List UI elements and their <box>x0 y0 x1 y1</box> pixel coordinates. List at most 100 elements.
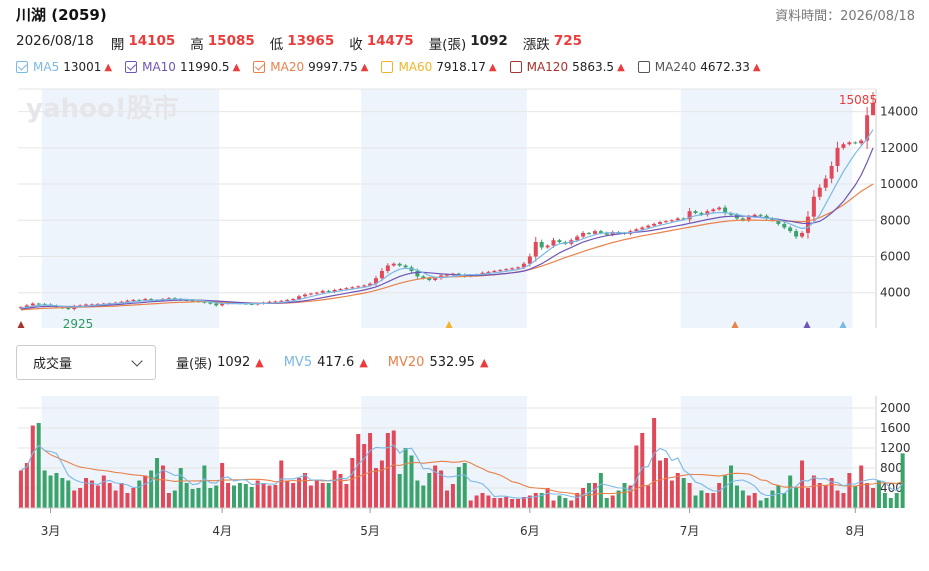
candle-body <box>782 223 787 228</box>
volume-bar <box>616 490 621 508</box>
ma-toggle-ma5[interactable]: MA5 13001 ▲ <box>16 60 112 74</box>
candle-body <box>551 240 556 246</box>
ma-name: MA10 <box>142 60 176 74</box>
volume-bar <box>900 453 905 508</box>
volume-legend-name: MV20 <box>387 355 425 370</box>
ma-toggle-ma240[interactable]: MA240 4672.33 ▲ <box>637 60 761 74</box>
candle-body <box>717 207 722 210</box>
volume-bar <box>421 485 426 508</box>
volume-bar <box>634 445 639 508</box>
volume-bar <box>368 433 373 508</box>
volume-bar <box>581 488 586 508</box>
volume-bar <box>302 473 307 508</box>
candle-body <box>166 298 171 300</box>
volume-bar <box>462 463 467 508</box>
volume-bar <box>113 490 118 508</box>
volume-bar <box>545 488 550 508</box>
candle-body <box>285 299 290 301</box>
checkbox-icon[interactable] <box>381 61 394 73</box>
volume-bar <box>196 488 201 508</box>
price-tick-label: 10000 <box>880 177 918 191</box>
volume-bar <box>166 493 171 508</box>
checkbox-icon[interactable] <box>125 61 138 73</box>
change-value: 725 <box>553 33 582 49</box>
up-arrow-icon: ▲ <box>104 61 113 73</box>
candle-body <box>811 196 816 217</box>
volume-bar <box>155 458 160 508</box>
candle-body <box>492 270 497 272</box>
volume-bar <box>255 480 260 508</box>
up-arrow-icon: ▲ <box>488 61 497 73</box>
checkbox-icon[interactable] <box>253 61 266 73</box>
high-label: 高 <box>190 37 204 53</box>
volume-bar <box>456 467 461 508</box>
ma-toggle-ma10[interactable]: MA10 11990.5 ▲ <box>125 60 240 74</box>
volume-bar <box>847 473 852 508</box>
volume-bar <box>575 493 580 508</box>
candle-body <box>332 289 337 292</box>
close-value: 14475 <box>366 33 414 49</box>
up-arrow-icon: ▲ <box>360 61 369 73</box>
up-arrow-icon: ▲ <box>255 356 264 369</box>
candle-body <box>220 303 225 306</box>
volume-bar <box>894 493 899 508</box>
volume-legend-name: MV5 <box>283 355 313 370</box>
volume-bar <box>249 487 254 508</box>
price-tick-label: 8000 <box>880 213 911 227</box>
volume-bar <box>66 480 71 508</box>
candle-body <box>391 263 396 266</box>
ma-name: MA120 <box>526 60 569 74</box>
volume-bar <box>687 483 692 508</box>
candle-body <box>516 267 521 269</box>
candle-body <box>320 290 325 293</box>
volume-bar <box>699 490 704 508</box>
ma-toggle-ma60[interactable]: MA60 7918.17 ▲ <box>381 60 497 74</box>
volume-bar <box>60 478 65 508</box>
volume-bar <box>533 493 538 508</box>
volume-bar <box>859 465 864 508</box>
volume-bar <box>415 480 420 508</box>
volume-bar <box>143 475 148 508</box>
indicator-select[interactable]: 成交量 <box>16 345 156 380</box>
volume-bar <box>54 473 59 508</box>
candle-body <box>740 218 745 221</box>
volume-bar <box>800 460 805 508</box>
volume-bar <box>373 468 378 508</box>
candle-body <box>279 300 284 302</box>
volume-bar <box>717 483 722 508</box>
candle-body <box>693 211 698 214</box>
volume-bar <box>78 488 83 508</box>
volume-bar <box>876 480 881 508</box>
volume-bar <box>178 468 183 508</box>
candle-body <box>486 271 491 273</box>
volume-bar <box>486 495 491 508</box>
volume-bar <box>758 500 763 508</box>
ma-toggle-ma20[interactable]: MA20 9997.75 ▲ <box>253 60 368 74</box>
checkbox-icon[interactable] <box>16 61 28 73</box>
candle-body <box>89 304 94 306</box>
checkbox-icon[interactable] <box>509 61 522 73</box>
volume-bar <box>362 444 367 508</box>
candle-body <box>776 220 781 224</box>
volume-bar <box>208 488 213 508</box>
volume-legend-item: MV20 532.95 ▲ <box>388 355 489 370</box>
volume-bar <box>746 495 751 508</box>
checkbox-icon[interactable] <box>637 61 650 73</box>
volume-bar <box>403 448 408 508</box>
candle-body <box>344 288 349 290</box>
candle-body <box>208 302 213 304</box>
candle-body <box>421 276 426 279</box>
candle-body <box>764 215 769 219</box>
candle-body <box>805 216 810 233</box>
volume-bar <box>231 485 236 508</box>
volume-bar <box>36 423 41 508</box>
candle-body <box>498 270 503 272</box>
x-tick-label: 3月 <box>41 524 61 538</box>
candle-body <box>575 236 580 241</box>
volume-bar <box>279 460 284 508</box>
candle-body <box>356 286 361 288</box>
ma-toggle-ma120[interactable]: MA120 5863.5 ▲ <box>509 60 625 74</box>
candle-body <box>598 231 603 233</box>
candle-body <box>835 147 840 166</box>
